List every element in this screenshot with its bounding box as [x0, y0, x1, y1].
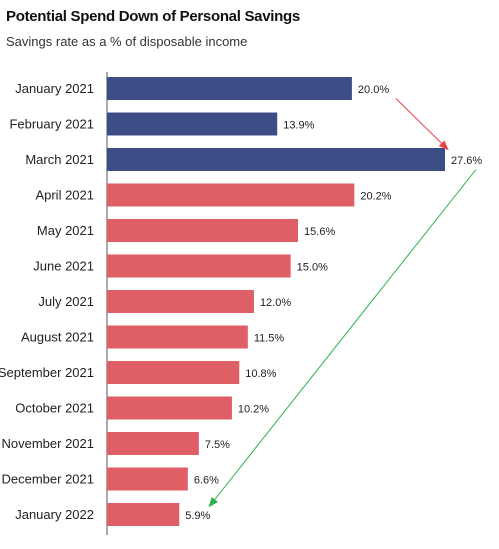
bars-group: January 2021 20.0% February 2021 13.9% March…: [0, 77, 482, 526]
value-label: 6.6%: [194, 475, 219, 487]
bar: [107, 254, 291, 278]
category-label: January 2021: [15, 81, 94, 96]
value-label: 10.2%: [238, 404, 269, 416]
chart-title: Potential Spend Down of Personal Savings: [6, 8, 300, 25]
bar: [107, 361, 240, 384]
bar: [107, 290, 254, 313]
bar: [107, 112, 278, 136]
value-label: 11.5%: [254, 333, 285, 345]
category-label: November 2021: [2, 436, 95, 451]
bar: [107, 467, 188, 491]
bar: [107, 396, 232, 420]
chart-subtitle: Savings rate as a % of disposable income: [6, 34, 248, 49]
value-label: 27.6%: [451, 155, 482, 167]
bar: [107, 148, 445, 171]
bar: [107, 219, 299, 242]
value-label: 15.0%: [297, 262, 328, 274]
category-label: December 2021: [2, 472, 95, 487]
category-label: May 2021: [37, 223, 94, 238]
bar: [107, 183, 355, 207]
value-label: 7.5%: [205, 439, 230, 451]
value-label: 15.6%: [304, 226, 335, 238]
category-label: August 2021: [21, 330, 94, 345]
bar: [107, 503, 180, 526]
annotation-arrow: [395, 98, 449, 151]
category-label: February 2021: [9, 117, 94, 132]
category-label: September 2021: [0, 365, 94, 380]
bar: [107, 432, 199, 455]
value-label: 5.9%: [185, 510, 210, 522]
bar: [107, 77, 352, 100]
category-label: June 2021: [33, 259, 94, 274]
category-label: July 2021: [38, 294, 94, 309]
annotations-group: [208, 98, 477, 508]
category-label: October 2021: [15, 401, 94, 416]
value-label: 20.0%: [358, 84, 389, 96]
bar: [107, 325, 248, 349]
value-label: 13.9%: [283, 120, 314, 132]
value-label: 10.8%: [245, 368, 276, 380]
value-label: 12.0%: [260, 297, 291, 309]
value-label: 20.2%: [360, 191, 391, 203]
category-label: March 2021: [25, 152, 94, 167]
category-label: January 2022: [15, 507, 94, 522]
annotation-arrow: [208, 169, 477, 508]
category-label: April 2021: [35, 188, 94, 203]
